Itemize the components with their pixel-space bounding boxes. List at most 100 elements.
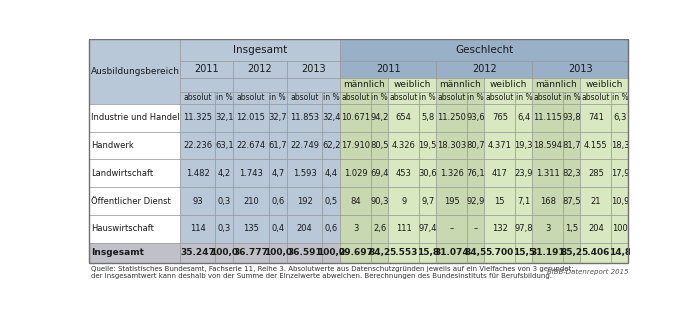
Bar xyxy=(287,159,322,187)
Bar xyxy=(436,78,484,92)
Bar xyxy=(533,92,564,104)
Bar xyxy=(580,243,611,263)
Text: 6,3: 6,3 xyxy=(613,113,626,122)
Text: 10,9: 10,9 xyxy=(610,196,629,206)
Bar xyxy=(484,92,515,104)
Text: 36.591: 36.591 xyxy=(287,248,322,257)
Bar xyxy=(322,92,340,104)
Bar xyxy=(533,78,580,92)
Text: 81,7: 81,7 xyxy=(563,141,581,150)
Text: 32,1: 32,1 xyxy=(215,113,234,122)
Bar xyxy=(564,243,580,263)
Bar xyxy=(371,92,388,104)
Text: 80,7: 80,7 xyxy=(466,141,485,150)
Bar xyxy=(484,104,515,132)
Text: 195: 195 xyxy=(444,196,460,206)
Bar xyxy=(89,39,629,263)
Text: absolut: absolut xyxy=(486,93,514,102)
Text: 97,4: 97,4 xyxy=(419,224,437,233)
Bar xyxy=(515,215,532,243)
Bar xyxy=(340,61,436,78)
Text: 100,0: 100,0 xyxy=(210,248,238,257)
Text: absolut: absolut xyxy=(342,93,370,102)
Text: 0,5: 0,5 xyxy=(325,196,338,206)
Text: –: – xyxy=(474,224,478,233)
Bar xyxy=(580,132,611,159)
Bar xyxy=(233,92,269,104)
Text: Hauswirtschaft: Hauswirtschaft xyxy=(92,224,154,233)
Bar xyxy=(564,159,580,187)
Bar xyxy=(533,215,564,243)
Text: 2011: 2011 xyxy=(194,64,219,74)
Bar xyxy=(371,132,388,159)
Text: in %: in % xyxy=(564,93,580,102)
Text: 100,0: 100,0 xyxy=(264,248,292,257)
Bar xyxy=(611,132,629,159)
Bar xyxy=(233,61,287,78)
Bar xyxy=(533,104,564,132)
Bar xyxy=(180,104,216,132)
Text: 23,9: 23,9 xyxy=(514,169,533,178)
Text: Quelle: Statistisches Bundesamt, Fachserie 11, Reihe 3. Absolutwerte aus Datensc: Quelle: Statistisches Bundesamt, Fachser… xyxy=(90,266,573,272)
Text: 63,1: 63,1 xyxy=(215,141,234,150)
Text: 62,2: 62,2 xyxy=(322,141,340,150)
Bar xyxy=(233,104,269,132)
Text: 93,6: 93,6 xyxy=(466,113,485,122)
Bar xyxy=(389,159,419,187)
Text: 29.697: 29.697 xyxy=(338,248,373,257)
Bar xyxy=(322,215,340,243)
Text: BIBB-Datenreport 2015: BIBB-Datenreport 2015 xyxy=(547,269,629,275)
Bar xyxy=(515,187,532,215)
Bar xyxy=(389,243,419,263)
Bar xyxy=(322,243,340,263)
Text: 765: 765 xyxy=(492,113,508,122)
Bar xyxy=(389,215,419,243)
Text: 31.191: 31.191 xyxy=(531,248,565,257)
Text: in %: in % xyxy=(468,93,484,102)
Bar xyxy=(287,104,322,132)
Text: 22.749: 22.749 xyxy=(290,141,319,150)
Text: 22.236: 22.236 xyxy=(183,141,212,150)
Bar xyxy=(89,243,180,263)
Bar xyxy=(580,187,611,215)
Bar xyxy=(180,243,216,263)
Text: 36.777: 36.777 xyxy=(234,248,269,257)
Text: Handwerk: Handwerk xyxy=(92,141,134,150)
Text: in %: in % xyxy=(270,93,286,102)
Bar xyxy=(180,187,216,215)
Text: 4.155: 4.155 xyxy=(584,141,608,150)
Text: 2013: 2013 xyxy=(568,64,593,74)
Text: 18.594: 18.594 xyxy=(533,141,562,150)
Text: männlich: männlich xyxy=(440,80,481,89)
Text: der Insgesamtwert kann deshalb von der Summe der Einzelwerte abweichen. Berechnu: der Insgesamtwert kann deshalb von der S… xyxy=(90,273,552,279)
Text: 22.674: 22.674 xyxy=(237,141,265,150)
Text: 1.311: 1.311 xyxy=(536,169,560,178)
Bar xyxy=(515,132,532,159)
Bar xyxy=(611,187,629,215)
Bar xyxy=(580,104,611,132)
Text: absolut: absolut xyxy=(533,93,562,102)
Bar xyxy=(468,104,484,132)
Bar xyxy=(580,92,611,104)
Bar xyxy=(436,132,468,159)
Text: 11.115: 11.115 xyxy=(533,113,562,122)
Text: 114: 114 xyxy=(190,224,205,233)
Bar xyxy=(389,92,419,104)
Text: Industrie und Handel: Industrie und Handel xyxy=(92,113,180,122)
Text: 192: 192 xyxy=(297,196,312,206)
Text: 2011: 2011 xyxy=(376,64,400,74)
Text: in %: in % xyxy=(515,93,532,102)
Bar xyxy=(419,104,436,132)
Text: 9: 9 xyxy=(401,196,406,206)
Bar xyxy=(216,159,233,187)
Text: Landwirtschaft: Landwirtschaft xyxy=(92,169,153,178)
Bar xyxy=(180,39,340,61)
Text: 0,6: 0,6 xyxy=(271,196,284,206)
Text: in %: in % xyxy=(372,93,388,102)
Bar xyxy=(484,78,533,92)
Text: Öffentlicher Dienst: Öffentlicher Dienst xyxy=(92,196,171,206)
Bar xyxy=(436,243,468,263)
Text: 285: 285 xyxy=(588,169,604,178)
Text: 84: 84 xyxy=(350,196,361,206)
Bar xyxy=(269,215,287,243)
